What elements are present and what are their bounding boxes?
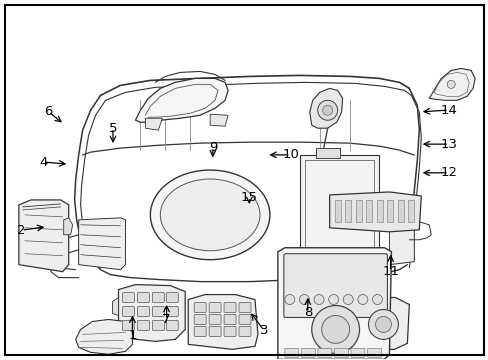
FancyBboxPatch shape — [137, 306, 149, 316]
Circle shape — [375, 316, 390, 332]
FancyBboxPatch shape — [283, 254, 386, 318]
Text: 8: 8 — [303, 306, 311, 319]
FancyBboxPatch shape — [239, 327, 250, 336]
Polygon shape — [63, 218, 73, 235]
Polygon shape — [357, 298, 408, 349]
Polygon shape — [299, 155, 379, 280]
Polygon shape — [309, 88, 342, 128]
Polygon shape — [118, 285, 185, 341]
Circle shape — [311, 306, 359, 353]
Text: 11: 11 — [381, 265, 398, 278]
Polygon shape — [388, 220, 413, 265]
FancyBboxPatch shape — [194, 302, 206, 312]
Bar — [355, 200, 361, 222]
FancyBboxPatch shape — [137, 293, 149, 302]
Text: 1: 1 — [128, 329, 137, 342]
FancyBboxPatch shape — [334, 348, 347, 357]
FancyBboxPatch shape — [301, 348, 315, 357]
Text: 6: 6 — [44, 105, 53, 118]
FancyBboxPatch shape — [239, 315, 250, 324]
Circle shape — [299, 294, 309, 305]
FancyBboxPatch shape — [239, 302, 250, 312]
Circle shape — [313, 294, 324, 305]
FancyBboxPatch shape — [194, 315, 206, 324]
Polygon shape — [315, 148, 339, 158]
FancyBboxPatch shape — [224, 302, 236, 312]
Polygon shape — [329, 192, 421, 232]
Text: 7: 7 — [162, 313, 170, 327]
Polygon shape — [135, 78, 227, 122]
Polygon shape — [145, 118, 162, 130]
Bar — [397, 200, 403, 222]
FancyBboxPatch shape — [194, 327, 206, 336]
Circle shape — [372, 294, 382, 305]
FancyBboxPatch shape — [137, 320, 149, 330]
Text: 4: 4 — [40, 156, 48, 168]
Circle shape — [285, 294, 294, 305]
Text: 15: 15 — [241, 191, 257, 204]
FancyBboxPatch shape — [224, 315, 236, 324]
FancyBboxPatch shape — [122, 320, 134, 330]
FancyBboxPatch shape — [166, 320, 178, 330]
Bar — [386, 200, 392, 222]
Text: 9: 9 — [208, 140, 217, 153]
FancyBboxPatch shape — [152, 293, 164, 302]
FancyBboxPatch shape — [285, 348, 298, 357]
Circle shape — [321, 315, 349, 343]
Polygon shape — [112, 298, 118, 315]
Polygon shape — [19, 200, 68, 272]
Bar — [334, 200, 340, 222]
FancyBboxPatch shape — [224, 327, 236, 336]
Bar — [376, 200, 382, 222]
Polygon shape — [210, 114, 227, 126]
FancyBboxPatch shape — [209, 327, 221, 336]
Text: 12: 12 — [440, 166, 457, 179]
Bar — [366, 200, 371, 222]
Bar — [345, 200, 350, 222]
Polygon shape — [188, 294, 258, 349]
Polygon shape — [428, 68, 474, 100]
Text: 3: 3 — [259, 324, 268, 337]
FancyBboxPatch shape — [209, 315, 221, 324]
Polygon shape — [79, 218, 125, 270]
FancyBboxPatch shape — [209, 302, 221, 312]
FancyBboxPatch shape — [122, 306, 134, 316]
FancyBboxPatch shape — [166, 293, 178, 302]
Ellipse shape — [150, 170, 269, 260]
FancyBboxPatch shape — [166, 306, 178, 316]
FancyBboxPatch shape — [317, 348, 331, 357]
FancyBboxPatch shape — [350, 348, 364, 357]
Text: 14: 14 — [440, 104, 457, 117]
Circle shape — [343, 294, 352, 305]
Circle shape — [317, 100, 337, 120]
Polygon shape — [277, 248, 390, 359]
Text: 10: 10 — [282, 148, 299, 161]
Circle shape — [328, 294, 338, 305]
Circle shape — [357, 294, 367, 305]
Text: 13: 13 — [440, 138, 457, 150]
Polygon shape — [76, 319, 132, 354]
Bar — [407, 200, 413, 222]
FancyBboxPatch shape — [367, 348, 381, 357]
Circle shape — [447, 80, 454, 88]
Ellipse shape — [160, 179, 260, 251]
FancyBboxPatch shape — [122, 293, 134, 302]
Circle shape — [368, 310, 398, 339]
FancyBboxPatch shape — [152, 320, 164, 330]
FancyBboxPatch shape — [152, 306, 164, 316]
Text: 2: 2 — [17, 224, 25, 237]
Text: 5: 5 — [108, 122, 117, 135]
Circle shape — [322, 105, 332, 115]
